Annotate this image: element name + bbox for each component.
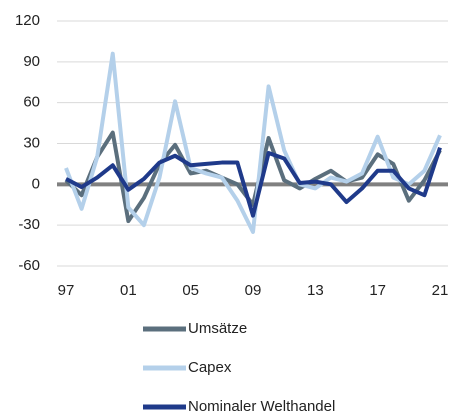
x-tick-label: 01: [120, 282, 137, 299]
x-tick-label: 13: [307, 282, 324, 299]
x-tick-label: 17: [369, 282, 386, 299]
y-tick-label: 120: [15, 12, 40, 29]
legend-label: Nominaler Welthandel: [188, 398, 335, 415]
x-tick-label: 09: [245, 282, 262, 299]
legend-label: Umsätze: [188, 320, 247, 337]
series-line: [64, 51, 442, 234]
y-tick-label: 90: [23, 53, 40, 70]
y-tick-label: 60: [23, 94, 40, 111]
x-tick-label: 21: [432, 282, 449, 299]
x-tick-label: 97: [58, 282, 75, 299]
series-line: [64, 130, 442, 224]
legend-label: Capex: [188, 359, 232, 376]
y-tick-label: -30: [18, 216, 40, 233]
y-tick-label: 30: [23, 134, 40, 151]
y-tick-label: 0: [32, 175, 40, 192]
y-tick-label: -60: [18, 257, 40, 274]
x-tick-label: 05: [182, 282, 199, 299]
series-line: [65, 146, 442, 218]
